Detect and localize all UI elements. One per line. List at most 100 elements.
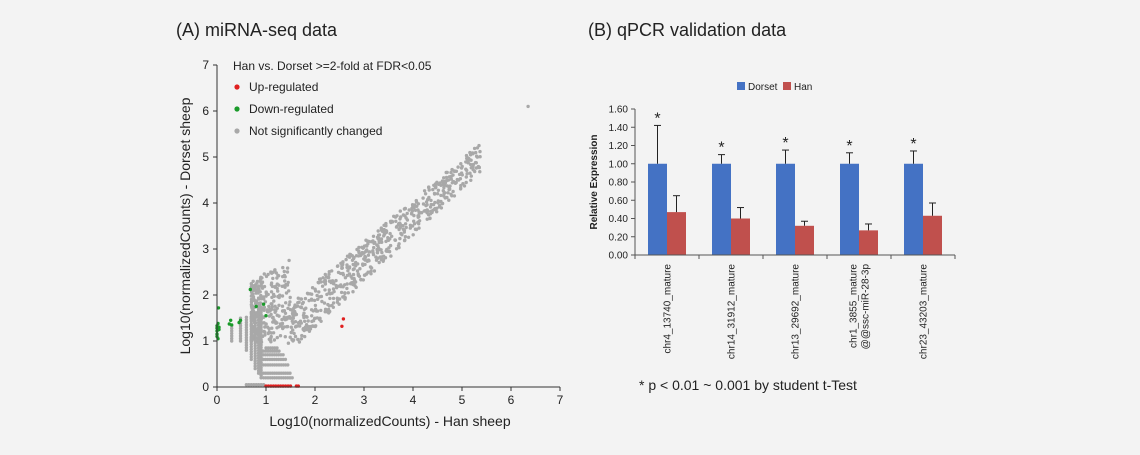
scatter-point-not-significant [365,248,369,252]
scatter-point-not-significant [414,198,418,203]
scatter-point-not-significant [426,209,430,213]
scatter-point-not-significant [405,211,409,216]
scatter-point-not-significant [328,292,332,296]
scatter-point-not-significant [259,368,263,372]
scatter-point-not-significant [334,286,339,290]
scatter-point-not-significant [323,279,328,284]
scatter-point-not-significant [435,192,440,196]
bar-y-tick-label: 0.20 [609,232,629,243]
scatter-point-not-significant [382,234,386,238]
scatter-point-not-significant [399,215,403,219]
significance-marker: * [654,110,660,127]
scatter-point-not-significant [259,345,263,350]
scatter-point-not-significant [254,291,258,295]
scatter-point-not-significant [305,315,309,319]
scatter-point-not-significant [298,305,303,309]
bar-chart: Dorset Han 0.00 0.20 0.40 0.60 0.80 1.00 1.20 1… [589,82,956,359]
scatter-point-not-significant [267,314,272,318]
panel-b-title: (B) qPCR validation data [588,20,787,40]
scatter-point-not-significant [293,305,298,309]
scatter-point-not-significant [371,252,376,257]
scatter-point-not-significant [244,340,249,345]
scatter-point-not-significant [280,304,285,308]
scatter-point-not-significant [325,292,329,297]
scatter-points [215,104,530,388]
bar-y-label: Relative Expression [589,134,600,229]
scatter-point-not-significant [255,279,260,284]
scatter-point-not-significant [368,250,372,254]
scatter-point-not-significant [255,314,259,319]
scatter-x-tick-label: 4 [410,393,417,407]
scatter-point-not-significant [244,343,249,347]
scatter-point-not-significant [261,315,265,319]
scatter-point-not-significant [269,336,273,340]
scatter-point-not-significant [429,198,433,203]
scatter-point-not-significant [238,326,243,331]
scatter-point-not-significant [345,282,349,286]
bar-dorset [776,163,795,255]
scatter-point-not-significant [477,165,481,170]
scatter-point-not-significant [230,326,234,331]
scatter-point-not-significant [283,275,287,279]
scatter-point-up-regulated [341,317,346,321]
scatter-point-not-significant [444,170,448,175]
scatter-point-not-significant [410,206,414,211]
legend-label-not-significant: Not significantly changed [249,124,382,138]
scatter-point-not-significant [266,325,270,329]
scatter-point-not-significant [263,325,267,329]
scatter-point-not-significant [290,319,294,323]
scatter-point-not-significant [253,287,257,291]
scatter-point-not-significant [343,276,348,280]
scatter-point-not-significant [244,323,249,327]
scatter-point-not-significant [244,383,249,387]
scatter-point-not-significant [450,194,454,198]
scatter-point-not-significant [293,320,298,324]
scatter-point-not-significant [249,350,253,354]
scatter-point-not-significant [377,260,381,265]
scatter-point-not-significant [271,320,275,324]
scatter-point-not-significant [354,260,358,265]
scatter-point-not-significant [289,325,293,329]
scatter-point-not-significant [402,228,407,233]
scatter-point-not-significant [356,273,361,278]
bar-y-tick-label: 0.40 [609,214,629,225]
scatter-x-tick-label: 6 [508,393,515,407]
scatter-point-not-significant [336,264,340,268]
scatter-point-not-significant [439,206,444,210]
scatter-point-not-significant [334,278,338,283]
scatter-point-not-significant [271,276,275,281]
significance-marker: * [846,138,852,155]
scatter-point-not-significant [316,297,320,301]
scatter-point-not-significant [412,213,416,218]
scatter-y-tick-label: 2 [202,288,209,302]
scatter-point-not-significant [468,171,472,175]
scatter-point-not-significant [346,269,350,273]
scatter-point-not-significant [266,331,270,336]
scatter-point-not-significant [404,225,408,230]
scatter-point-not-significant [411,233,415,237]
scatter-point-not-significant [403,206,407,211]
scatter-point-not-significant [332,289,336,294]
scatter-point-not-significant [250,315,255,319]
scatter-point-not-significant [470,151,475,155]
scatter-point-not-significant [244,348,249,352]
scatter-point-not-significant [371,239,375,243]
scatter-point-not-significant [465,172,469,176]
scatter-point-not-significant [426,197,430,202]
scatter-point-not-significant [262,305,267,310]
scatter-point-not-significant [376,237,380,241]
scatter-point-not-significant [469,174,473,178]
scatter-point-not-significant [262,329,266,334]
scatter-point-not-significant [386,238,391,242]
scatter-point-not-significant [459,171,464,175]
scatter-point-not-significant [249,383,253,387]
scatter-point-not-significant [259,328,263,332]
scatter-point-not-significant [257,325,261,330]
scatter-point-not-significant [361,262,365,266]
scatter-point-not-significant [252,334,256,338]
scatter-point-not-significant [230,339,234,343]
scatter-point-not-significant [368,265,373,269]
scatter-point-not-significant [264,291,269,295]
scatter-point-not-significant [291,316,295,320]
